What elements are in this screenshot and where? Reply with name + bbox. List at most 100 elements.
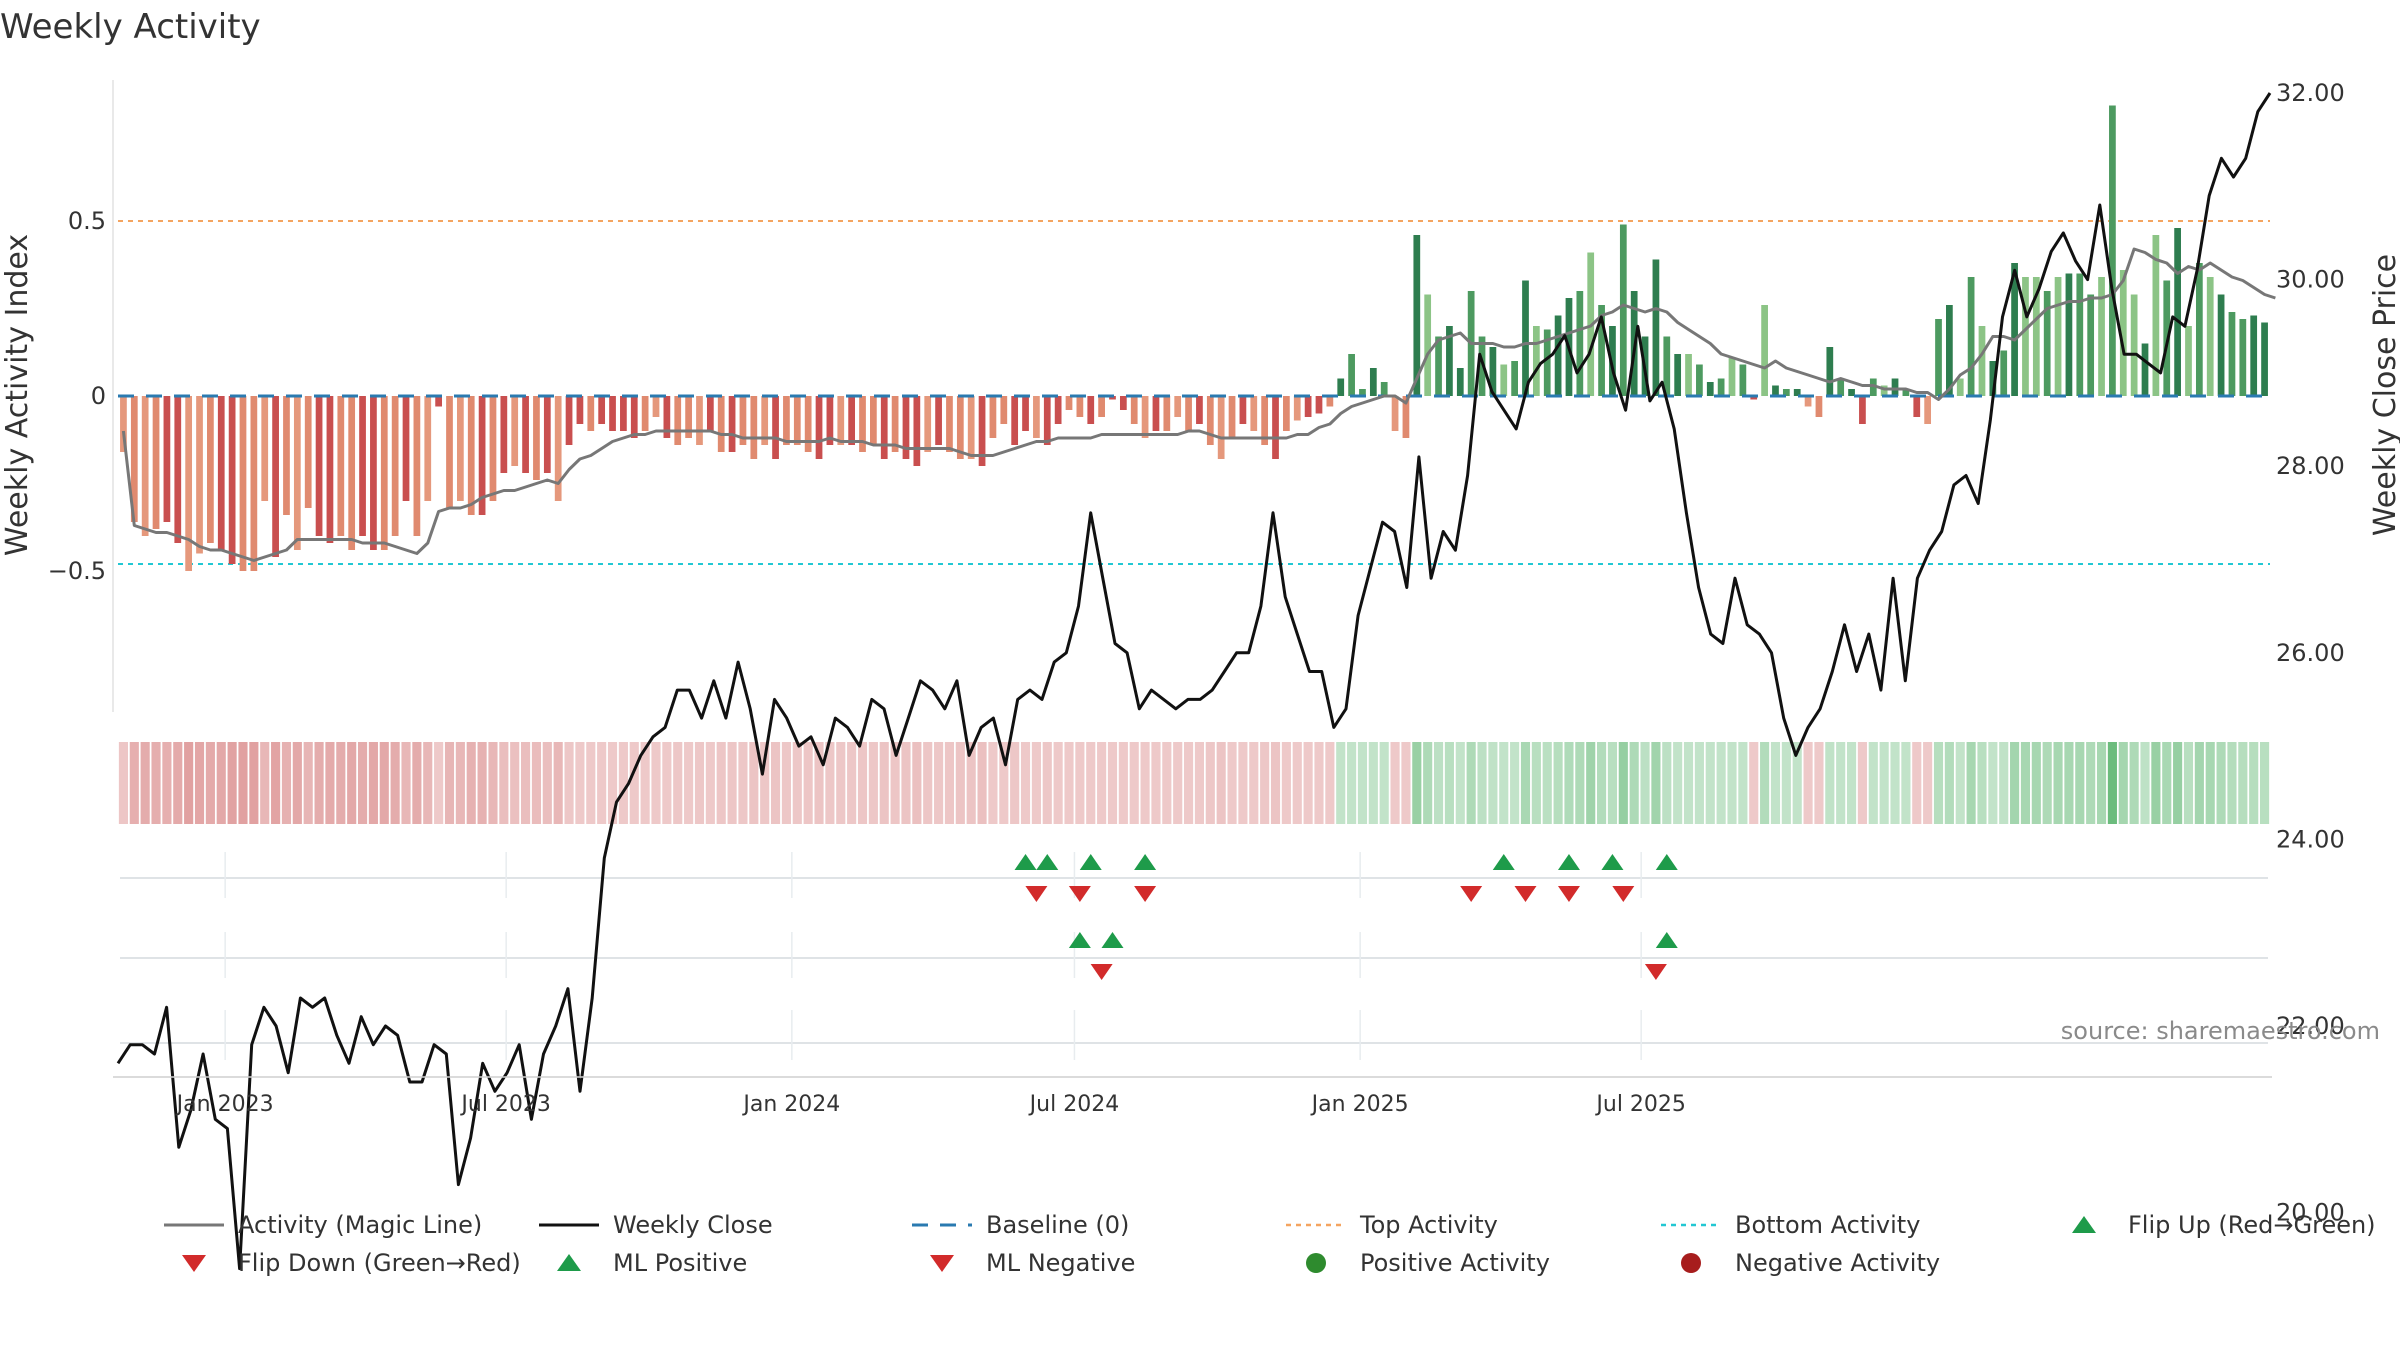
activity-bar (1739, 364, 1747, 396)
activity-bar (761, 396, 769, 445)
heatmap-cell (1260, 742, 1270, 824)
heatmap-cell (1140, 742, 1150, 824)
heatmap-cell (857, 742, 868, 824)
heatmap-cell (1705, 742, 1715, 824)
activity-bar (2141, 343, 2149, 396)
heatmap-cell (2053, 742, 2063, 824)
activity-bar (370, 396, 377, 550)
heatmap-cell (1846, 742, 1857, 824)
heatmap-cell (2227, 742, 2237, 824)
activity-bar (1206, 396, 1214, 445)
x-tick-label: Jul 2025 (1594, 1092, 1686, 1117)
heatmap-cell (1173, 742, 1183, 824)
activity-bar (543, 396, 551, 473)
activity-bar (739, 396, 747, 445)
heatmap-cell (357, 742, 368, 824)
heatmap-cell (1368, 742, 1378, 824)
activity-bar (1869, 378, 1877, 396)
heatmap-cell (825, 742, 835, 824)
heatmap-cell (662, 742, 672, 824)
heatmap-cell (1857, 742, 1867, 824)
heatmap-cell (890, 742, 900, 824)
activity-bar (511, 396, 519, 466)
activity-bar (1619, 224, 1627, 396)
activity-bar (1554, 315, 1562, 396)
heatmap-cell (781, 742, 791, 824)
flip-down-marker (1025, 886, 1048, 902)
heatmap-cell (901, 742, 911, 824)
heatmap-cell (1227, 742, 1237, 824)
activity-bar (576, 396, 584, 424)
heatmap-cell (216, 742, 226, 824)
activity-bar (717, 396, 725, 452)
heatmap-cell (1803, 742, 1813, 824)
activity-bar (1978, 326, 1986, 396)
heatmap-strip (118, 742, 2270, 824)
activity-bar (1652, 259, 1660, 396)
heatmap-cell (1075, 742, 1085, 824)
heatmap-cell (1640, 742, 1650, 824)
x-tick-label: Jan 2023 (175, 1092, 274, 1117)
activity-bar (891, 396, 899, 452)
heatmap-cell (499, 742, 509, 824)
flip-down-marker (1557, 886, 1580, 902)
y-right-tick-label: 24.00 (2276, 825, 2345, 853)
heatmap-cell (1086, 742, 1096, 824)
activity-bar (1511, 361, 1518, 396)
heatmap-cell (2183, 742, 2194, 824)
activity-bar (2065, 273, 2073, 396)
y-right-tick-label: 32.00 (2276, 79, 2345, 107)
legend-label: ML Negative (986, 1249, 1135, 1277)
activity-bar (1728, 357, 1736, 396)
heatmap-cell (1466, 742, 1476, 824)
heatmap-cell (760, 742, 770, 824)
heatmap-cell (684, 742, 694, 824)
heatmap-cell (1955, 742, 1965, 824)
activity-bar (413, 396, 421, 536)
y-left-tick-label: −0.5 (48, 557, 106, 585)
activity-bar (446, 396, 453, 508)
activity-bar (1391, 396, 1399, 431)
heatmap-cell (1064, 742, 1074, 824)
activity-bar (1663, 336, 1671, 396)
activity-bar (402, 396, 410, 501)
activity-bar (1413, 235, 1421, 396)
activity-bar (1033, 396, 1040, 438)
heatmap-cell (1944, 742, 1954, 824)
heatmap-cell (129, 742, 139, 824)
activity-bar (2152, 235, 2160, 396)
heatmap-cell (401, 742, 411, 824)
activity-bar (337, 396, 345, 536)
heatmap-cell (1423, 742, 1433, 824)
activity-bar (1924, 396, 1932, 424)
heatmap-cell (314, 742, 324, 824)
heatmap-cell (238, 742, 248, 824)
heatmap-cell (2020, 742, 2031, 824)
activity-bar (1500, 364, 1508, 396)
y-axis-right-label: Weekly Close Price (2368, 254, 2400, 536)
activity-bar (1750, 396, 1758, 400)
y-right-tick-label: 22.00 (2276, 1012, 2345, 1040)
activity-bar (2054, 277, 2062, 396)
flip-up-marker (1601, 854, 1624, 870)
activity-bar (1761, 305, 1768, 396)
heatmap-cell (2216, 742, 2226, 824)
y-axis-left-label: Weekly Activity Index (0, 234, 35, 556)
heatmap-cell (1868, 742, 1878, 824)
legend-item: Flip Down (Green→Red) (182, 1249, 521, 1277)
activity-bar (1185, 396, 1192, 431)
heatmap-cell (2042, 742, 2052, 824)
heatmap-cell (1031, 742, 1041, 824)
heatmap-cell (1249, 742, 1259, 824)
heatmap-cell (455, 742, 465, 824)
activity-bar (804, 396, 812, 452)
activity-bar (2174, 228, 2181, 396)
activity-bar (163, 396, 171, 522)
legend-swatch (1681, 1253, 1701, 1273)
activity-bar (1609, 326, 1616, 396)
heatmap-cell (2260, 742, 2270, 824)
heatmap-cell (2086, 742, 2096, 824)
activity-bar (1174, 396, 1182, 417)
heatmap-cell (151, 742, 161, 824)
activity-bar (1250, 396, 1258, 431)
